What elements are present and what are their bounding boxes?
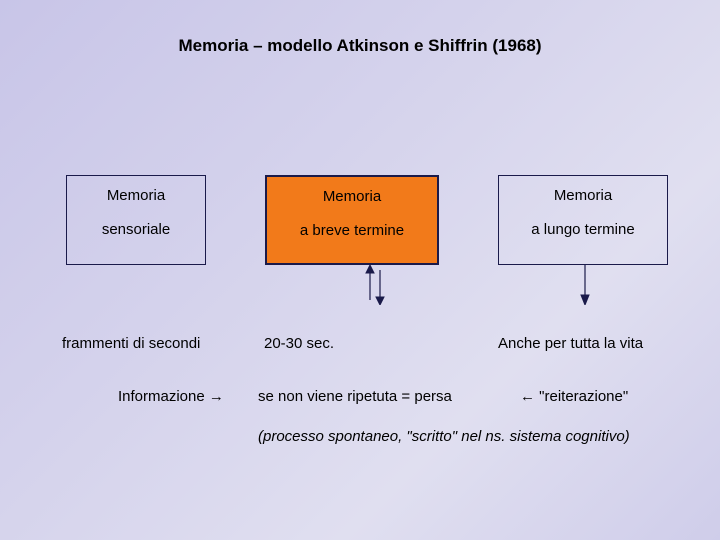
reiteration-text: ← "reiterazione"	[520, 388, 628, 405]
box-long-term-memory: Memoria a lungo termine	[498, 175, 668, 265]
diagram-title: Memoria – modello Atkinson e Shiffrin (1…	[0, 36, 720, 56]
box-short-term-memory: Memoria a breve termine	[265, 175, 439, 265]
box-sensory-line1: Memoria	[71, 184, 201, 208]
box-sensory-line2: sensoriale	[71, 218, 201, 242]
information-loss-text: se non viene ripetuta = persa	[258, 388, 452, 405]
arrow-short-down-up-icon	[360, 265, 390, 305]
box-long-line2: a lungo termine	[503, 218, 663, 242]
process-note: (processo spontaneo, "scritto" nel ns. s…	[258, 428, 630, 445]
information-flow-label: Informazione →	[118, 388, 224, 405]
caption-long: Anche per tutta la vita	[498, 335, 643, 352]
box-short-line1: Memoria	[271, 185, 433, 209]
caption-short: 20-30 sec.	[264, 335, 334, 352]
box-long-line1: Memoria	[503, 184, 663, 208]
box-sensory-memory: Memoria sensoriale	[66, 175, 206, 265]
arrow-long-down-icon	[578, 265, 592, 305]
caption-sensory: frammenti di secondi	[62, 335, 200, 352]
box-short-line2: a breve termine	[271, 219, 433, 243]
